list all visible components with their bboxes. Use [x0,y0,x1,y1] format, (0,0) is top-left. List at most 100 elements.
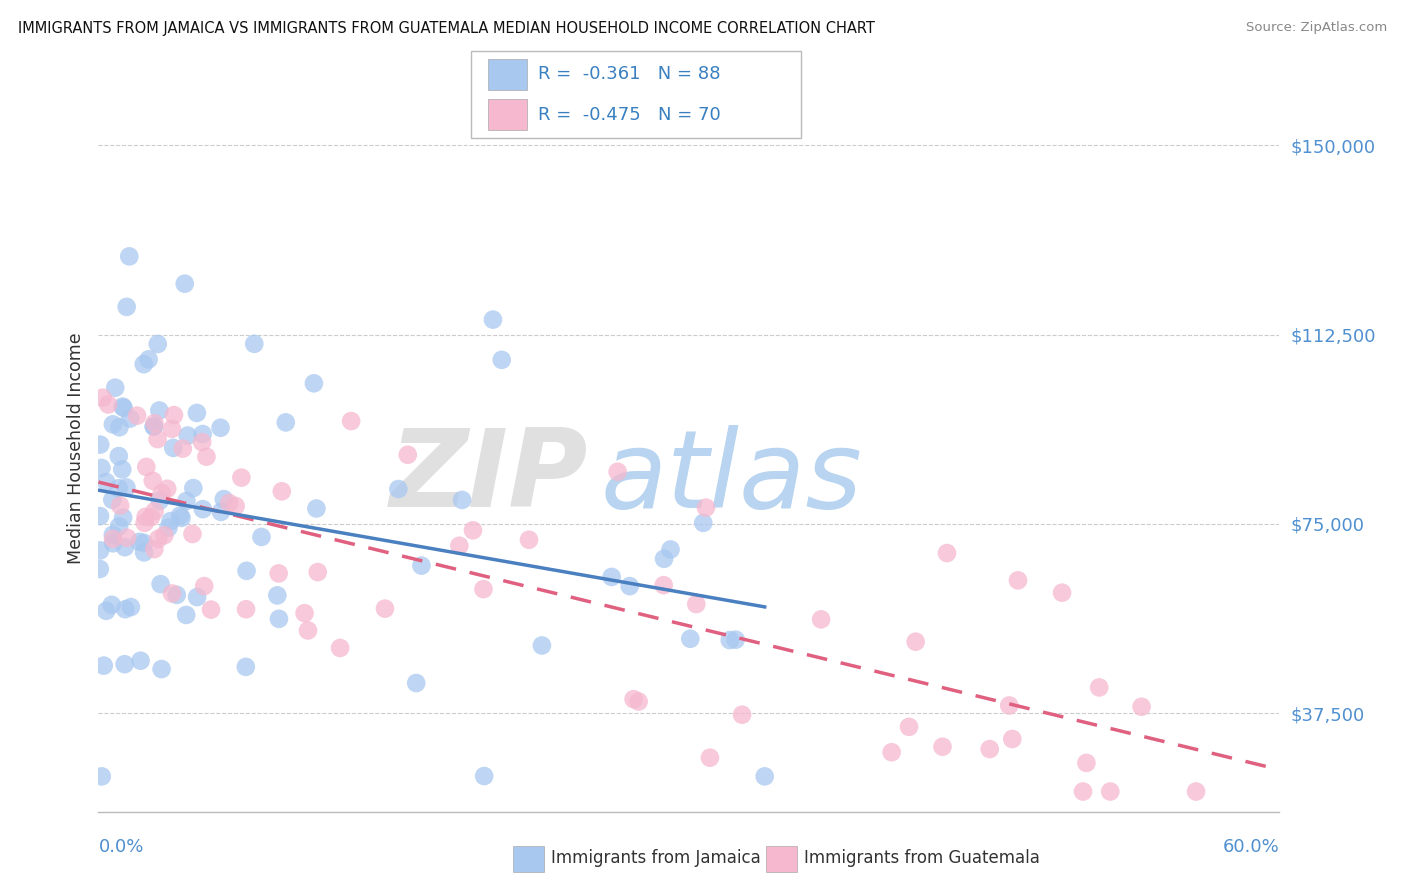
Point [104,381,127,395]
Point [449,539,471,553]
Point [1001,731,1024,746]
Point [172,442,194,456]
Point [89,543,111,558]
Point [652,551,675,566]
Point [482,312,505,326]
Point [396,448,419,462]
Point [931,739,953,754]
Point [90,769,112,783]
Point [173,277,195,291]
Point [143,542,166,557]
Point [491,352,513,367]
Text: IMMIGRANTS FROM JAMAICA VS IMMIGRANTS FROM GUATEMALA MEDIAN HOUSEHOLD INCOME COR: IMMIGRANTS FROM JAMAICA VS IMMIGRANTS FR… [18,21,875,36]
Point [174,607,197,622]
Y-axis label: Median Household Income: Median Household Income [66,333,84,564]
Point [200,602,222,616]
Point [274,416,297,430]
Text: R =  -0.361   N = 88: R = -0.361 N = 88 [538,65,721,84]
Point [619,579,641,593]
Point [679,632,702,646]
Point [724,632,747,647]
Point [235,564,257,578]
Point [1185,784,1208,798]
Point [89,562,111,576]
Point [225,499,247,513]
Point [212,492,235,507]
Point [652,578,675,592]
Point [411,558,433,573]
Point [191,502,214,516]
Point [148,403,170,417]
Point [100,598,122,612]
Point [107,481,129,495]
Point [134,516,156,530]
Point [606,465,628,479]
Point [754,769,776,783]
Point [209,505,232,519]
Text: Source: ZipAtlas.com: Source: ZipAtlas.com [1247,21,1388,34]
Point [132,545,155,559]
Point [101,528,124,542]
Point [118,411,141,425]
Point [139,510,162,524]
Point [101,536,124,550]
Text: atlas: atlas [600,425,862,530]
Point [936,546,959,560]
Point [163,408,186,422]
Text: ZIP: ZIP [391,425,589,531]
Point [143,504,166,518]
Point [695,500,717,515]
Point [307,565,329,579]
Point [1007,574,1029,588]
Point [162,441,184,455]
Point [1050,585,1073,599]
Point [209,421,232,435]
Point [181,527,204,541]
Point [302,376,325,391]
Point [297,624,319,638]
Point [699,750,721,764]
Point [627,694,650,708]
Point [176,428,198,442]
Point [193,579,215,593]
Point [148,532,170,546]
Point [305,501,328,516]
Point [810,612,832,626]
Point [90,461,112,475]
Point [218,496,240,510]
Point [374,601,396,615]
Point [111,400,134,414]
Point [1099,784,1122,798]
Text: R =  -0.475   N = 70: R = -0.475 N = 70 [538,105,721,124]
Point [129,654,152,668]
Point [111,462,134,476]
Point [904,634,927,648]
Point [150,486,173,500]
Point [692,516,714,530]
Point [142,474,165,488]
Point [160,586,183,600]
Point [880,745,903,759]
Point [149,577,172,591]
Point [91,391,114,405]
Point [659,542,682,557]
Point [120,600,142,615]
Point [169,508,191,523]
Point [166,588,188,602]
Point [405,676,427,690]
Point [329,640,352,655]
Point [731,707,754,722]
Point [623,692,645,706]
Point [101,532,124,546]
Point [250,530,273,544]
Point [115,531,138,545]
Point [153,528,176,542]
Point [530,639,553,653]
Point [89,509,111,524]
Point [93,658,115,673]
Point [195,450,218,464]
Point [1071,784,1094,798]
Point [114,540,136,554]
Point [118,249,141,263]
Point [898,720,921,734]
